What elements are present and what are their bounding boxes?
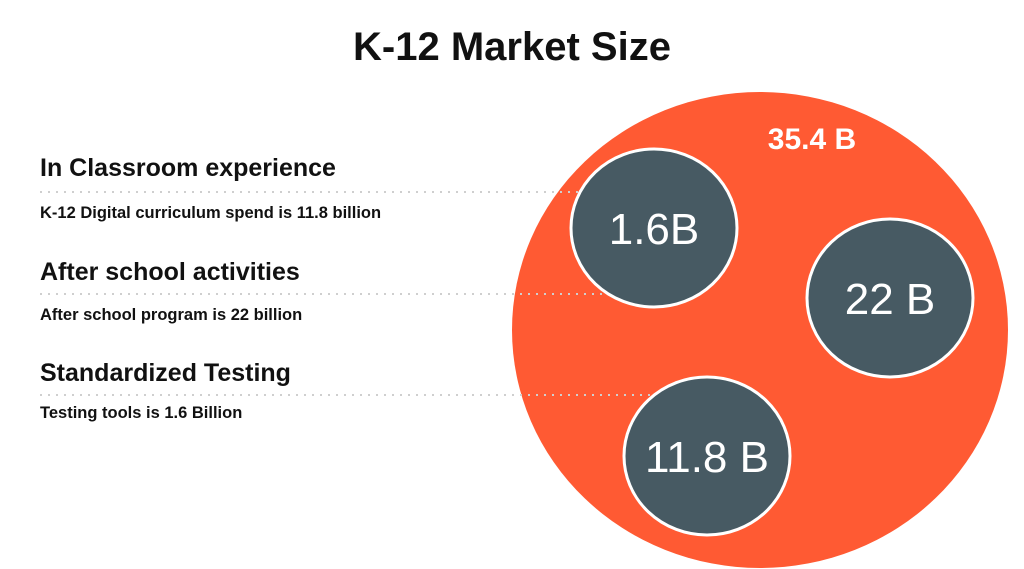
segment-label: 1.6B (609, 205, 700, 254)
section-heading-classroom: In Classroom experience (40, 154, 336, 182)
segment-label: 11.8 B (645, 433, 769, 482)
section-detail-testing: Testing tools is 1.6 Billion (40, 404, 242, 422)
segment-circle-classroom: 11.8 B (622, 375, 792, 537)
section-heading-after-school: After school activities (40, 258, 300, 286)
section-detail-classroom: K-12 Digital curriculum spend is 11.8 bi… (40, 204, 381, 222)
segment-circle-testing: 1.6B (569, 147, 739, 309)
total-market-label: 35.4 B (768, 123, 856, 156)
page-title: K-12 Market Size (353, 25, 671, 69)
segment-bubble (622, 375, 792, 537)
segment-bubble (569, 147, 739, 309)
segment-circle-after-school: 22 B (805, 217, 975, 379)
segment-label: 22 B (845, 275, 936, 324)
section-heading-testing: Standardized Testing (40, 359, 291, 387)
section-detail-after-school: After school program is 22 billion (40, 306, 302, 324)
segment-bubble (805, 217, 975, 379)
